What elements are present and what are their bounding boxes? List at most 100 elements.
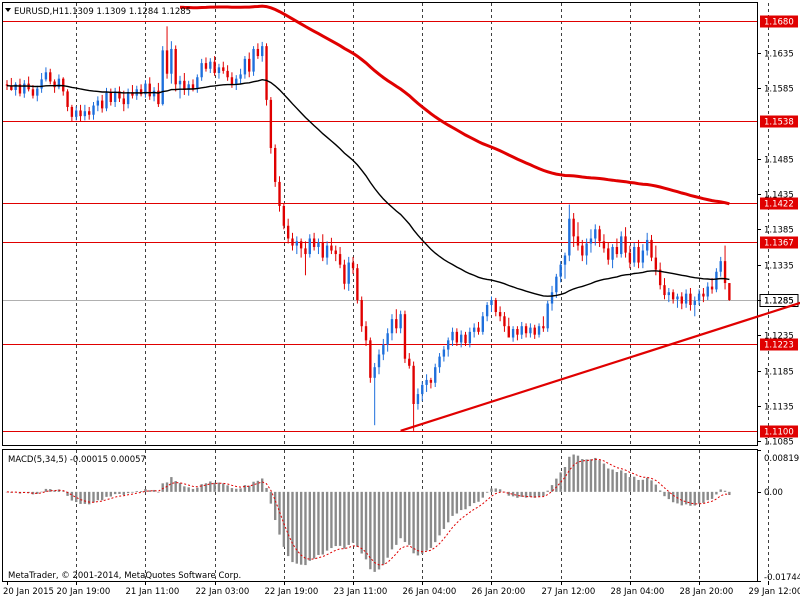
price-tick-label: 1.1235 <box>764 332 794 342</box>
macd-histogram-bar <box>265 488 267 492</box>
candle-body <box>361 300 363 326</box>
candle-body <box>694 301 696 305</box>
candle-body <box>226 71 228 77</box>
macd-histogram-bar <box>672 492 674 502</box>
macd-histogram-bar <box>451 492 453 516</box>
candle-body <box>386 333 388 344</box>
macd-histogram-bar <box>97 492 99 500</box>
time-tick-label: 26 Jan 04:00 <box>403 587 457 597</box>
macd-histogram-bar <box>616 472 618 492</box>
candle-body <box>490 300 492 305</box>
candle-body <box>663 285 665 295</box>
candle-body <box>330 246 332 251</box>
macd-histogram-bar <box>568 457 570 492</box>
candle-body <box>252 49 254 72</box>
macd-histogram-bar <box>92 492 94 503</box>
macd-histogram-bar <box>200 484 202 492</box>
candle-body <box>339 254 341 265</box>
macd-histogram-bar <box>620 470 622 491</box>
candle-body <box>239 74 241 78</box>
candle-body <box>101 101 103 109</box>
candle-body <box>499 312 501 316</box>
macd-histogram-bar <box>313 492 315 559</box>
time-tick-label: 20 Jan 2015 <box>3 587 54 597</box>
macd-tick-label: 0.00819 <box>764 454 799 464</box>
copyright-text: MetaTrader, © 2001-2014, MetaQuotes Soft… <box>8 571 241 581</box>
macd-histogram-bar <box>291 492 293 562</box>
macd-histogram-bar <box>287 492 289 556</box>
macd-histogram-bar <box>668 492 670 499</box>
candle-body <box>71 107 73 117</box>
macd-histogram-bar <box>339 492 341 546</box>
macd-histogram-bar <box>611 470 613 492</box>
candle-body <box>23 84 25 94</box>
candle-body <box>668 292 670 295</box>
candle-body <box>486 305 488 316</box>
macd-histogram-bar <box>508 492 510 496</box>
candle-body <box>287 226 289 239</box>
macd-tick-label: 0.00 <box>764 488 783 498</box>
candle-body <box>408 359 410 366</box>
candle-body <box>611 247 613 260</box>
candle-body <box>205 63 207 69</box>
candle-body <box>399 314 401 328</box>
candle-body <box>222 67 224 71</box>
macd-histogram-bar <box>404 492 406 542</box>
candle-body <box>274 148 276 182</box>
candle-body <box>447 340 449 349</box>
macd-histogram-bar <box>257 481 259 492</box>
time-tick-label: 22 Jan 03:00 <box>196 587 250 597</box>
macd-histogram-bar <box>365 492 367 560</box>
candle-body <box>707 287 709 297</box>
candle-body <box>681 296 683 303</box>
candle-body <box>551 292 553 303</box>
macd-histogram-bar <box>707 492 709 500</box>
candle-body <box>689 294 691 305</box>
macd-histogram-bar <box>438 492 440 536</box>
macd-histogram-bar <box>395 492 397 545</box>
candle-body <box>149 84 151 97</box>
candle-body <box>572 219 574 237</box>
candle-body <box>417 394 419 404</box>
candle-body <box>365 326 367 340</box>
macd-histogram-bar <box>412 492 414 553</box>
price-panel-frame <box>3 3 758 446</box>
macd-histogram-bar <box>118 492 120 494</box>
macd-histogram-bar <box>473 492 475 503</box>
candle-body <box>430 380 432 383</box>
candle-body <box>581 246 583 256</box>
candle-body <box>620 236 622 254</box>
candle-body <box>456 332 458 343</box>
macd-histogram-bar <box>659 490 661 491</box>
macd-histogram-bar <box>352 492 354 543</box>
price-tick-label: 1.1435 <box>764 191 794 201</box>
candle-body <box>322 243 324 258</box>
candle-body <box>577 236 579 245</box>
macd-histogram-bar <box>40 492 42 493</box>
macd-histogram-bar <box>157 492 159 493</box>
macd-histogram-bar <box>425 492 427 551</box>
macd-histogram-bar <box>581 459 583 492</box>
candle-body <box>309 238 311 254</box>
candle-body <box>378 354 380 367</box>
macd-histogram-bar <box>663 492 665 496</box>
macd-histogram-bar <box>443 492 445 529</box>
candle-body <box>715 272 717 290</box>
candle-body <box>97 101 99 106</box>
macd-histogram-bar <box>101 492 103 500</box>
candle-body <box>585 243 587 255</box>
candle-body <box>451 332 453 340</box>
price-tick-label: 1.1085 <box>764 438 794 448</box>
macd-histogram-bar <box>529 492 531 497</box>
macd-histogram-bar <box>131 492 133 493</box>
candle-body <box>218 67 220 73</box>
candle-body <box>278 182 280 206</box>
macd-histogram-bar <box>598 460 600 492</box>
candle-body <box>650 240 652 258</box>
candle-body <box>477 328 479 332</box>
macd-histogram-bar <box>361 492 363 554</box>
candle-body <box>40 79 42 88</box>
macd-histogram-bar <box>239 488 241 491</box>
macd-histogram-bar <box>538 492 540 497</box>
